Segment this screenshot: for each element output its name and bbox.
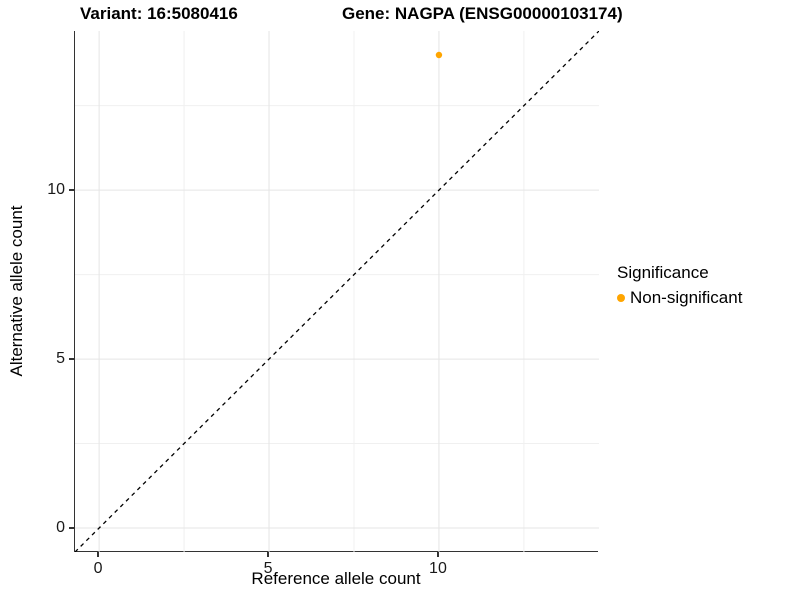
plot-title-gene: Gene: NAGPA (ENSG00000103174) bbox=[342, 4, 623, 23]
legend-title: Significance bbox=[617, 263, 709, 282]
y-axis-tick-label: 5 bbox=[56, 350, 65, 368]
x-axis-tick-label: 5 bbox=[263, 560, 273, 577]
y-axis-tick-mark bbox=[69, 527, 74, 529]
legend-item-label: Non-significant bbox=[630, 288, 743, 307]
x-axis-tick-mark bbox=[267, 552, 269, 557]
x-axis-tick-label: 10 bbox=[429, 560, 447, 577]
y-axis-tick-label: 0 bbox=[56, 519, 65, 536]
legend: Significance Non-significant bbox=[617, 263, 742, 308]
y-axis-tick-mark bbox=[69, 358, 74, 360]
x-axis-tick-mark bbox=[437, 552, 439, 557]
plot-panel bbox=[74, 31, 599, 552]
y-axis-tick-mark bbox=[69, 189, 74, 191]
legend-item-non-significant: Non-significant bbox=[617, 288, 742, 308]
legend-point-icon bbox=[617, 294, 625, 302]
chart-canvas bbox=[75, 31, 599, 552]
plot-title-variant: Variant: 16:5080416 bbox=[80, 4, 238, 23]
x-axis-tick-label: 0 bbox=[93, 560, 103, 577]
data-point bbox=[435, 51, 443, 59]
x-axis-label: Reference allele count bbox=[251, 569, 421, 588]
y-axis-tick-label: 10 bbox=[47, 181, 65, 199]
y-axis-label: Alternative allele count bbox=[7, 205, 26, 377]
identity-dashed-line bbox=[75, 31, 599, 552]
x-axis-tick-mark bbox=[97, 552, 99, 557]
